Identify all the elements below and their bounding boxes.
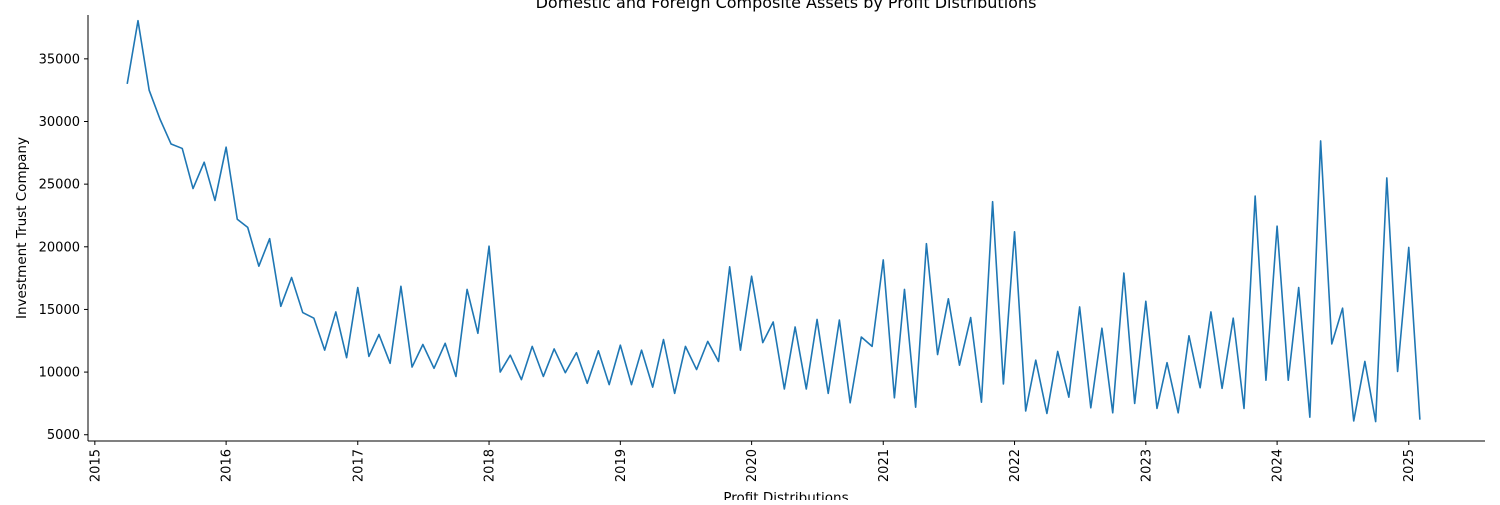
x-tick-label: 2025 <box>1402 449 1417 482</box>
x-tick-label: 2018 <box>483 449 498 482</box>
x-tick-label: 2019 <box>614 449 629 482</box>
x-tick-label: 2017 <box>351 449 366 482</box>
x-tick-label: 2024 <box>1271 449 1286 482</box>
chart-title: Domestic and Foreign Composite Assets by… <box>536 0 1037 12</box>
x-axis-label: Profit Distributions <box>723 490 848 500</box>
y-tick-label: 5000 <box>47 428 80 443</box>
y-tick-label: 35000 <box>39 52 80 67</box>
x-axis-ticks: 2015 2016 2017 2018 2019 2020 2021 2022 2023 2024… <box>88 441 1417 482</box>
y-tick-label: 25000 <box>39 178 80 193</box>
y-axis-ticks: 5000 10000 15000 20000 25000 30000 35000 <box>39 52 88 443</box>
x-tick-label: 2020 <box>745 449 760 482</box>
y-tick-label: 20000 <box>39 240 80 255</box>
x-tick-label: 2016 <box>220 449 235 482</box>
x-tick-label: 2022 <box>1008 449 1023 482</box>
y-tick-label: 30000 <box>39 115 80 130</box>
y-tick-label: 10000 <box>39 366 80 381</box>
series-line <box>126 19 1421 423</box>
y-axis-label: Investment Trust Company <box>14 137 30 319</box>
y-tick-label: 15000 <box>39 303 80 318</box>
x-tick-label: 2023 <box>1139 449 1154 482</box>
x-tick-label: 2015 <box>88 449 103 482</box>
x-tick-label: 2021 <box>877 449 892 482</box>
